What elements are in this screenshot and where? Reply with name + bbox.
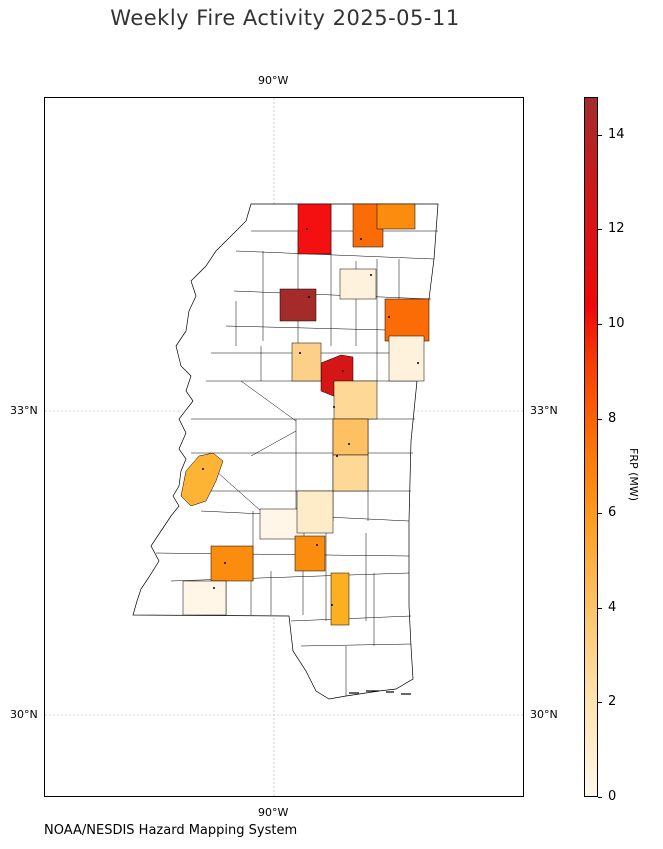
county-fill (291, 342, 322, 382)
colorbar-tickmark (598, 797, 602, 798)
fire-point (336, 455, 338, 457)
fire-point (370, 274, 372, 276)
right-latitude-label-30: 30°N (530, 708, 558, 721)
fire-point (299, 352, 301, 354)
fire-point (308, 296, 310, 298)
colorbar-tickmark (598, 607, 602, 609)
colorbar-tick-label: 14 (608, 126, 625, 142)
county-fill (180, 452, 224, 507)
colorbar-tick-label: 6 (608, 505, 617, 521)
attribution: NOAA/NESDIS Hazard Mapping System (44, 823, 298, 838)
county-fill (376, 203, 416, 230)
county-fill (259, 508, 305, 540)
county-fill (384, 298, 430, 342)
colorbar-tick-label: 12 (608, 221, 625, 237)
colorbar-tickmark (598, 229, 602, 231)
colorbar-tickmark (598, 324, 602, 326)
fire-point (331, 604, 333, 606)
fire-point (306, 228, 308, 230)
filled-counties (180, 203, 430, 626)
county-fill (297, 203, 332, 255)
top-longitude-label: 90°W (258, 74, 289, 87)
fire-point (360, 238, 362, 240)
fire-point (213, 587, 215, 589)
colorbar-label: FRP (MW) (627, 448, 640, 502)
county-fill (330, 572, 350, 626)
colorbar-tickmark (598, 134, 602, 136)
map-svg (45, 98, 523, 796)
colorbar-tickmark (598, 418, 602, 420)
county-fill (339, 268, 377, 300)
county-fill (279, 288, 317, 322)
fire-points (202, 228, 419, 606)
bottom-longitude-label: 90°W (258, 806, 289, 819)
county-fill (182, 580, 227, 616)
coastal-islands (349, 690, 411, 695)
colorbar-tick-label: 4 (608, 599, 617, 615)
map-frame (44, 97, 524, 797)
county-fill (296, 490, 334, 534)
county-fill (294, 535, 326, 572)
left-latitude-label-33: 33°N (10, 404, 38, 417)
state-outline (132, 203, 439, 700)
colorbar-tick-label: 2 (608, 694, 617, 710)
left-latitude-label-30: 30°N (10, 708, 38, 721)
colorbar-tick-label: 10 (608, 316, 625, 332)
colorbar-tick-label: 0 (608, 789, 617, 804)
fire-point (316, 544, 318, 546)
map-title: Weekly Fire Activity 2025-05-11 (110, 6, 460, 30)
colorbar-tickmark (598, 513, 602, 515)
colorbar (584, 97, 598, 797)
county-fill (388, 335, 425, 382)
county-fill (333, 380, 378, 420)
fire-point (202, 468, 204, 470)
fire-point (333, 406, 335, 408)
fire-point (348, 443, 350, 445)
fire-point (342, 370, 344, 372)
fire-point (417, 362, 419, 364)
fire-point (224, 562, 226, 564)
county-fill (210, 545, 254, 582)
colorbar-tick-label: 8 (608, 410, 617, 426)
county-fill (332, 418, 369, 456)
right-latitude-label-33: 33°N (530, 404, 558, 417)
county-fill (332, 454, 369, 492)
colorbar-tickmark (598, 702, 602, 704)
fire-point (388, 316, 390, 318)
